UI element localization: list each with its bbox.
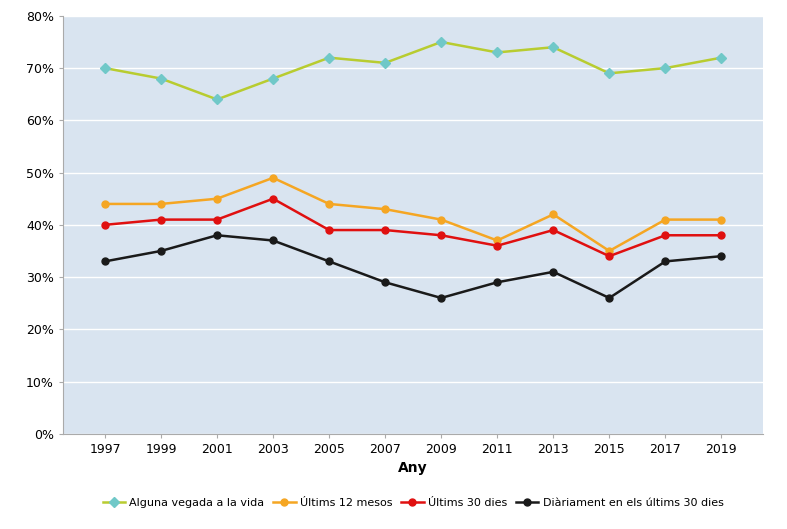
Últims 30 dies [437,232,446,239]
Diàriament en els últims 30 dies [604,295,614,301]
Alguna vegada a la vida [380,60,390,66]
Últims 12 mesos [549,211,558,217]
Legend: Alguna vegada a la vida, Últims 12 mesos, Últims 30 dies, Diàriament en els últi: Alguna vegada a la vida, Últims 12 mesos… [98,494,728,513]
Últims 30 dies [604,253,614,259]
Alguna vegada a la vida [549,44,558,50]
Diàriament en els últims 30 dies [212,232,222,239]
Últims 12 mesos [380,206,390,212]
Line: Últims 12 mesos: Últims 12 mesos [102,175,725,254]
Diàriament en els últims 30 dies [380,279,390,286]
Últims 12 mesos [604,248,614,254]
Últims 30 dies [157,216,166,223]
Últims 30 dies [324,227,334,233]
Alguna vegada a la vida [268,75,278,81]
Últims 12 mesos [268,175,278,181]
Últims 30 dies [660,232,670,239]
Diàriament en els últims 30 dies [437,295,446,301]
Últims 12 mesos [212,196,222,202]
Diàriament en els últims 30 dies [157,248,166,254]
Line: Últims 30 dies: Últims 30 dies [102,195,725,260]
Últims 30 dies [380,227,390,233]
Diàriament en els últims 30 dies [493,279,502,286]
Últims 30 dies [100,222,109,228]
Últims 12 mesos [717,216,726,223]
Alguna vegada a la vida [604,70,614,77]
Alguna vegada a la vida [660,65,670,71]
Line: Diàriament en els últims 30 dies: Diàriament en els últims 30 dies [102,232,725,302]
Últims 12 mesos [157,201,166,207]
Últims 12 mesos [100,201,109,207]
Diàriament en els últims 30 dies [100,258,109,264]
Diàriament en els últims 30 dies [549,269,558,275]
Diàriament en els últims 30 dies [268,238,278,244]
X-axis label: Any: Any [398,461,428,476]
Diàriament en els últims 30 dies [717,253,726,259]
Line: Alguna vegada a la vida: Alguna vegada a la vida [102,39,725,103]
Alguna vegada a la vida [157,75,166,81]
Últims 30 dies [493,242,502,249]
Diàriament en els últims 30 dies [660,258,670,264]
Diàriament en els últims 30 dies [324,258,334,264]
Últims 30 dies [268,196,278,202]
Alguna vegada a la vida [437,39,446,45]
Alguna vegada a la vida [212,96,222,103]
Últims 30 dies [549,227,558,233]
Alguna vegada a la vida [324,54,334,61]
Últims 12 mesos [660,216,670,223]
Últims 30 dies [212,216,222,223]
Alguna vegada a la vida [493,49,502,56]
Alguna vegada a la vida [100,65,109,71]
Últims 12 mesos [437,216,446,223]
Alguna vegada a la vida [717,54,726,61]
Últims 30 dies [717,232,726,239]
Últims 12 mesos [324,201,334,207]
Últims 12 mesos [493,238,502,244]
